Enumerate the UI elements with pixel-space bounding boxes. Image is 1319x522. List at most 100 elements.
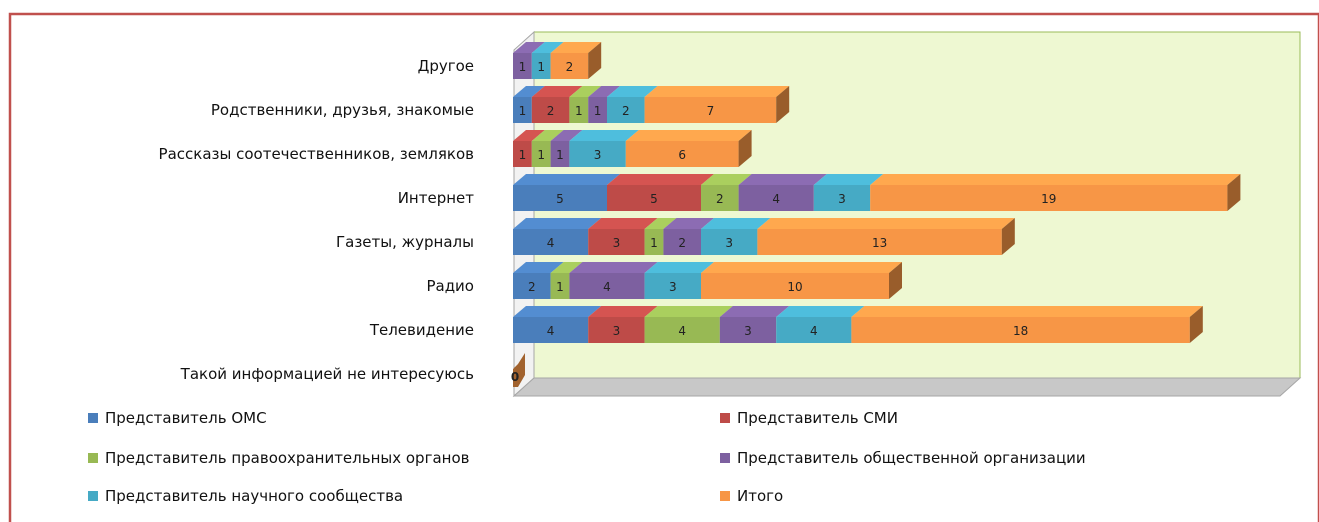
bar-segment — [625, 130, 752, 167]
legend-entry: Представитель ОМС — [88, 409, 267, 427]
data-label: 3 — [744, 324, 752, 338]
data-label: 2 — [547, 104, 555, 118]
bars: 1 1 21 2 1 1 2 71 1 1 3 65 5 2 4 3 194 3 1 2 3 132 1 4 3 104 3 4 3 4 1… — [511, 42, 1241, 387]
bar-segment — [588, 218, 658, 255]
data-label: 1 — [594, 104, 602, 118]
bar-segment — [663, 218, 714, 255]
data-label: 3 — [838, 192, 846, 206]
bar-end-face — [1189, 306, 1203, 343]
data-label: 2 — [566, 60, 574, 74]
legend-swatch — [88, 491, 98, 501]
data-label: 1 — [575, 104, 583, 118]
data-label: 2 — [528, 280, 536, 294]
data-label: 6 — [678, 148, 686, 162]
bar-end-face — [1001, 218, 1015, 255]
bar-segment — [513, 353, 525, 387]
data-label: 1 — [556, 148, 564, 162]
category-label: Интернет — [398, 189, 475, 207]
data-label: 2 — [716, 192, 724, 206]
data-label: 1 — [650, 236, 658, 250]
legend-swatch — [88, 453, 98, 463]
bar-segment — [550, 42, 602, 79]
bar-segment — [644, 306, 733, 343]
category-label: Другое — [418, 57, 474, 75]
legend-swatch — [720, 491, 730, 501]
data-label: 4 — [547, 324, 555, 338]
data-label: 2 — [622, 104, 630, 118]
bar-end-face — [1227, 174, 1241, 211]
data-label: 10 — [787, 280, 802, 294]
bar-segment — [513, 42, 545, 79]
bar-segment — [588, 306, 658, 343]
bar-segment — [607, 86, 658, 123]
legend-entry: Представитель общественной организации — [720, 449, 1086, 467]
bar-segment — [701, 262, 902, 299]
category-label: Радио — [426, 277, 474, 295]
data-label: 3 — [613, 236, 621, 250]
bar-segment — [531, 130, 564, 167]
data-label: 5 — [650, 192, 658, 206]
data-label: 1 — [537, 148, 545, 162]
data-label: 4 — [603, 280, 611, 294]
legend-swatch — [720, 413, 730, 423]
bar-segment — [531, 86, 583, 123]
data-label: 5 — [556, 192, 564, 206]
legend: Представитель ОМС Представитель СМИ Предст… — [88, 409, 1086, 505]
data-label: 3 — [669, 280, 677, 294]
data-label: 3 — [594, 148, 602, 162]
data-label: 18 — [1013, 324, 1028, 338]
bar-segment — [550, 130, 583, 167]
bar-segment — [870, 174, 1241, 211]
bar-segment — [513, 262, 564, 299]
bar-segment — [531, 42, 564, 79]
bar-segment — [757, 218, 1015, 255]
data-label: 2 — [678, 236, 686, 250]
legend-entry: Представитель СМИ — [720, 409, 898, 427]
category-labels: Другое Родственники, друзья, знакомые Расс… — [159, 57, 475, 383]
data-label: 4 — [810, 324, 818, 338]
data-label: 3 — [725, 236, 733, 250]
data-label: 13 — [872, 236, 887, 250]
legend-label: Представитель СМИ — [737, 409, 898, 427]
category-label: Такой информацией не интересуюсь — [180, 365, 474, 383]
bar-segment — [513, 218, 602, 255]
legend-label: Представитель ОМС — [105, 409, 267, 427]
data-label: 0 — [511, 370, 519, 384]
bar-segment — [644, 262, 714, 299]
bar-segment — [776, 306, 865, 343]
bar-segment — [701, 174, 752, 211]
legend-entry: Итого — [720, 487, 783, 505]
bar-segment — [813, 174, 884, 211]
bar-segment — [738, 174, 827, 211]
data-label: 1 — [519, 148, 527, 162]
bar-segment — [851, 306, 1203, 343]
bar-segment — [719, 306, 790, 343]
data-label: 4 — [678, 324, 686, 338]
bar-segment — [513, 86, 545, 123]
category-label: Газеты, журналы — [336, 233, 474, 251]
data-label: 7 — [707, 104, 715, 118]
bar-segment — [513, 130, 545, 167]
legend-label: Представитель общественной организации — [737, 449, 1086, 467]
legend-entry: Представитель научного сообщества — [88, 487, 403, 505]
data-label: 1 — [519, 60, 527, 74]
floor — [512, 377, 1302, 397]
outer-border — [8, 12, 1319, 522]
bar-segment — [569, 130, 639, 167]
bar-segment — [569, 86, 602, 123]
bar-end-face — [738, 130, 752, 167]
bar-segment — [513, 174, 620, 211]
bar-segment — [588, 86, 620, 123]
legend-swatch — [88, 413, 98, 423]
data-label: 19 — [1041, 192, 1056, 206]
legend-swatch — [720, 453, 730, 463]
legend-label: Представитель научного сообщества — [105, 487, 403, 505]
bar-end-face — [776, 86, 790, 123]
bar-end-face — [889, 262, 902, 299]
bar-segment — [569, 262, 658, 299]
category-label: Родственники, друзья, знакомые — [211, 101, 474, 119]
legend-label: Представитель правоохранительных органов — [105, 449, 469, 467]
bar-segment — [644, 86, 790, 123]
bar-segment — [513, 306, 602, 343]
